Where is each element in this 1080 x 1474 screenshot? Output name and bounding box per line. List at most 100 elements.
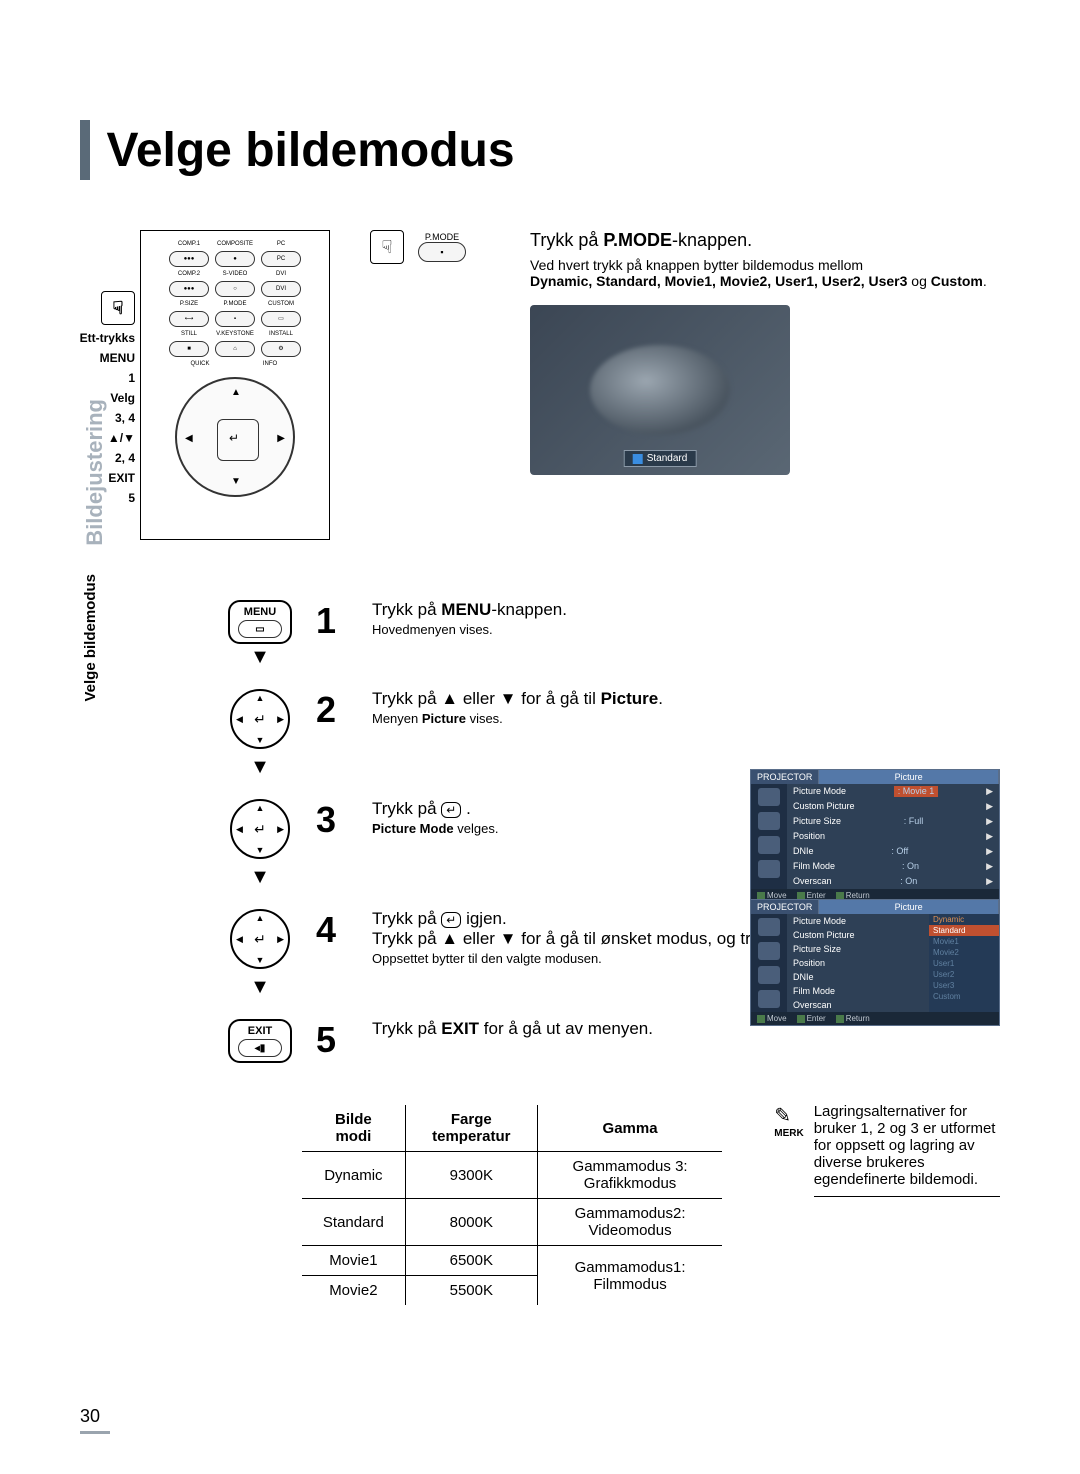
osd-row: Position▶: [787, 829, 999, 844]
page-title-row: Velge bildemodus: [80, 120, 1000, 180]
pmode-label: P.MODE: [418, 232, 466, 242]
remote-btn: ■: [169, 341, 209, 357]
label-menu: MENU: [73, 351, 135, 365]
hand-icon: ☟: [370, 230, 404, 264]
remote-diagram: ☟ Ett-trykks MENU 1 Velg 3, 4 ▲/▼ 2, 4 E…: [140, 230, 330, 540]
arrow-down-icon: ▼: [220, 756, 300, 779]
remote-column: ☟ Ett-trykks MENU 1 Velg 3, 4 ▲/▼ 2, 4 E…: [80, 230, 330, 540]
remote-btn: ▭: [261, 311, 301, 327]
note-box: ✎ MERK Lagringsalternativer for bruker 1…: [774, 1103, 1000, 1197]
osd-option: Movie1: [929, 936, 999, 947]
remote-btn: PC: [261, 251, 301, 267]
page-title: Velge bildemodus: [106, 123, 514, 178]
step-sub: Menyen Picture vises.: [372, 711, 1000, 726]
modes-table: Bilde modi Farge temperatur Gamma Dynami…: [300, 1103, 724, 1307]
osd-side-icon: [758, 966, 780, 984]
osd-option: Standard: [929, 925, 999, 936]
remote-row-2-labels: COMP.2 S-VIDEO DVI: [151, 271, 319, 277]
osd-screenshot-1: PROJECTOR Picture Picture Mode: Movie 1▶…: [750, 769, 1000, 903]
table-row: Dynamic9300KGammamodus 3: Grafikkmodus: [301, 1152, 723, 1199]
label-24: 2, 4: [73, 451, 135, 465]
step-3: ▲▼◀▶ ▼ 3 Trykk på ↵ . Picture Mode velge…: [220, 799, 1000, 891]
osd-side-icon: [758, 860, 780, 878]
osd-side-icon: [758, 788, 780, 806]
table-cell: 8000K: [405, 1199, 537, 1246]
osd-row: Picture Mode: Movie 1▶: [787, 784, 999, 799]
osd-row: Position: [787, 956, 929, 970]
table-cell: Movie2: [301, 1276, 405, 1307]
remote-btn: ⌂: [215, 341, 255, 357]
step-number: 3: [316, 799, 356, 841]
osd-row: Picture Mode: [787, 914, 929, 928]
remote-row-3-labels: P.SIZE P.MODE CUSTOM: [151, 301, 319, 307]
table-cell: Gammamodus1: Filmmodus: [537, 1246, 723, 1307]
label-1: 1: [73, 371, 135, 385]
arrow-down-icon: ▼: [220, 976, 300, 999]
remote-row-5-labels: QUICK INFO: [151, 361, 319, 367]
osd-screenshot-2: PROJECTOR Picture Picture ModeCustom Pic…: [750, 899, 1000, 1026]
enter-icon: ↵: [441, 912, 461, 928]
label-arrows: ▲/▼: [73, 431, 135, 445]
label-5: 5: [73, 491, 135, 505]
main-row: ☟ Ett-trykks MENU 1 Velg 3, 4 ▲/▼ 2, 4 E…: [80, 230, 1000, 540]
table-cell: 6500K: [405, 1246, 537, 1276]
step-sub: Hovedmenyen vises.: [372, 622, 1000, 637]
table-row: Standard8000KGammamodus2: Videomodus: [301, 1199, 723, 1246]
pmode-description: Trykk på P.MODE-knappen. Ved hvert trykk…: [530, 230, 1000, 540]
table-cell: 5500K: [405, 1276, 537, 1307]
osd-option: User2: [929, 969, 999, 980]
remote-btn: ▪: [215, 311, 255, 327]
table-header: Farge temperatur: [405, 1104, 537, 1152]
pmode-button-icon: ▪: [418, 242, 466, 262]
remote-btn: ●●●: [169, 281, 209, 297]
step-1: MENU ▭ ▼ 1 Trykk på MENU-knappen. Hovedm…: [220, 600, 1000, 671]
osd-row: DNIe: Off▶: [787, 844, 999, 859]
remote-btn: ⟷: [169, 311, 209, 327]
osd-option: User1: [929, 958, 999, 969]
exit-pill-icon: ◂▮: [238, 1039, 282, 1057]
page-number: 30: [80, 1406, 110, 1434]
label-exit: EXIT: [73, 471, 135, 485]
osd-sidebar: [751, 914, 787, 1012]
osd-row: Film Mode: On▶: [787, 859, 999, 874]
preview-image: Standard: [530, 305, 790, 475]
label-34: 3, 4: [73, 411, 135, 425]
step-number: 4: [316, 909, 356, 951]
label-velg: Velg: [73, 391, 135, 405]
table-section: Bilde modi Farge temperatur Gamma Dynami…: [300, 1103, 1000, 1307]
step-number: 5: [316, 1019, 356, 1061]
pmode-heading: Trykk på P.MODE-knappen.: [530, 230, 1000, 251]
osd-tab: PROJECTOR: [751, 900, 819, 914]
osd-option: Custom: [929, 991, 999, 1002]
arrow-down-icon: ▼: [220, 646, 300, 669]
note-label: MERK: [774, 1128, 803, 1139]
steps-list: MENU ▭ ▼ 1 Trykk på MENU-knappen. Hovedm…: [220, 600, 1000, 1063]
exit-button-icon: EXIT ◂▮: [228, 1019, 292, 1063]
remote-side-labels: ☟ Ett-trykks MENU 1 Velg 3, 4 ▲/▼ 2, 4 E…: [73, 231, 135, 511]
step-5: EXIT ◂▮ 5 Trykk på EXIT for å gå ut av m…: [220, 1019, 1000, 1063]
osd-option: Movie2: [929, 947, 999, 958]
osd-row: Picture Size: Full▶: [787, 814, 999, 829]
remote-nav-pad: ▲▼ ◀▶ ↵: [175, 377, 295, 497]
nav-pad-icon: ▲▼◀▶: [230, 909, 290, 969]
remote-btn: ●●●: [169, 251, 209, 267]
remote-row-4-labels: STILL V.KEYSTONE INSTALL: [151, 331, 319, 337]
table-cell: Standard: [301, 1199, 405, 1246]
enter-icon: ↵: [441, 802, 461, 818]
osd-side-icon: [758, 918, 780, 936]
remote-btn: ●: [215, 251, 255, 267]
table-header: Bilde modi: [301, 1104, 405, 1152]
osd-side-icon: [758, 836, 780, 854]
remote-btn: DVI: [261, 281, 301, 297]
osd-side-icon: [758, 990, 780, 1008]
hand-icon: ☟: [101, 291, 135, 325]
preview-badge: Standard: [624, 450, 697, 467]
step-heading: Trykk på EXIT for å gå ut av menyen.: [372, 1019, 1000, 1039]
step-2: ▲▼◀▶ ▼ 2 Trykk på ▲ eller ▼ for å gå til…: [220, 689, 1000, 781]
arrow-down-icon: ▼: [220, 866, 300, 889]
osd-side-icon: [758, 812, 780, 830]
nav-pad-icon: ▲▼◀▶: [230, 689, 290, 749]
osd-row: Picture Size: [787, 942, 929, 956]
osd-option: Dynamic: [929, 914, 999, 925]
note-icon: ✎: [774, 1103, 803, 1128]
